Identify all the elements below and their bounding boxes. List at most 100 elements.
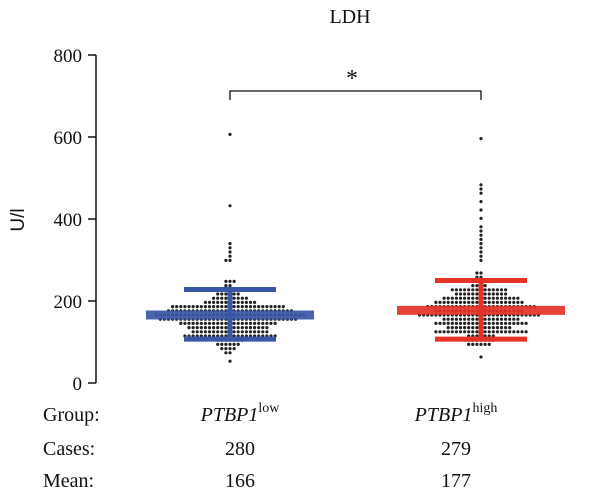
- data-point: [483, 300, 487, 304]
- data-point: [458, 321, 463, 325]
- data-point: [187, 305, 191, 309]
- data-point: [179, 321, 183, 325]
- data-point: [207, 305, 212, 309]
- data-point: [236, 330, 240, 334]
- data-point: [232, 305, 236, 309]
- data-point: [438, 321, 442, 325]
- data-point: [491, 330, 495, 334]
- group-high-superscript: high: [472, 401, 498, 416]
- data-point: [224, 351, 228, 355]
- data-point: [499, 292, 504, 296]
- data-point: [273, 321, 277, 325]
- y-tick-label: 600: [54, 128, 83, 149]
- data-point: [454, 326, 458, 330]
- data-point: [240, 330, 244, 334]
- data-point: [224, 296, 228, 300]
- data-point: [253, 321, 257, 325]
- data-point: [212, 326, 216, 330]
- data-point: [265, 305, 269, 309]
- data-point: [438, 300, 442, 304]
- data-point: [495, 288, 499, 292]
- data-point: [475, 296, 479, 300]
- cases-row-label: Cases:: [43, 438, 96, 460]
- data-point: [454, 292, 458, 296]
- data-point: [199, 326, 203, 330]
- data-point: [277, 305, 281, 309]
- data-point: [487, 300, 491, 304]
- data-point: [195, 305, 199, 309]
- data-point: [224, 321, 228, 325]
- data-point: [228, 246, 232, 250]
- ldh-chart: LDH U/l 0 200 400 600 800 *: [8, 6, 565, 395]
- data-point: [463, 326, 467, 330]
- data-point: [499, 317, 504, 321]
- data-point: [434, 330, 438, 334]
- data-point: [479, 246, 483, 250]
- data-point: [458, 288, 463, 292]
- data-point: [199, 321, 203, 325]
- data-point: [175, 305, 179, 309]
- data-point: [216, 342, 220, 346]
- y-tick-label: 0: [73, 374, 83, 395]
- data-point: [236, 300, 240, 304]
- data-point: [207, 326, 212, 330]
- data-point: [244, 300, 248, 304]
- data-point: [483, 326, 487, 330]
- data-point: [458, 296, 463, 300]
- data-point: [516, 296, 520, 300]
- data-point: [483, 284, 487, 288]
- data-point: [228, 242, 232, 246]
- data-point: [236, 296, 240, 300]
- data-point: [479, 355, 483, 359]
- data-point: [265, 321, 269, 325]
- data-point: [479, 233, 483, 237]
- data-point: [212, 300, 216, 304]
- data-point: [487, 342, 491, 346]
- data-point: [183, 321, 187, 325]
- data-point: [224, 292, 228, 296]
- data-point: [183, 305, 187, 309]
- data-point: [220, 305, 224, 309]
- y-tick-label: 400: [54, 210, 83, 231]
- y-axis: 0 200 400 600 800: [54, 46, 97, 395]
- data-point: [216, 296, 220, 300]
- data-point: [483, 296, 487, 300]
- data-point: [281, 305, 285, 309]
- data-point: [199, 330, 203, 334]
- data-point: [240, 321, 244, 325]
- data-point: [463, 317, 467, 321]
- data-point: [220, 292, 224, 296]
- group-high-name: PTBP1high: [356, 401, 556, 427]
- data-point: [479, 237, 483, 241]
- data-point: [504, 330, 508, 334]
- data-point: [240, 300, 244, 304]
- mean-sd-bars: [146, 278, 565, 342]
- chart-title: LDH: [329, 6, 370, 28]
- data-point: [203, 305, 207, 309]
- data-point: [491, 321, 495, 325]
- data-point: [261, 326, 265, 330]
- data-point: [487, 292, 491, 296]
- data-point: [458, 300, 463, 304]
- data-point: [471, 317, 475, 321]
- data-point: [228, 254, 232, 258]
- data-point: [467, 342, 471, 346]
- data-point: [520, 300, 524, 304]
- data-point: [257, 326, 261, 330]
- data-point: [504, 292, 508, 296]
- data-point: [248, 321, 253, 325]
- data-point: [508, 330, 512, 334]
- data-point: [191, 305, 195, 309]
- data-point: [487, 321, 491, 325]
- data-point: [203, 330, 207, 334]
- data-point: [232, 330, 236, 334]
- data-point: [495, 300, 499, 304]
- data-point: [450, 326, 454, 330]
- data-point: [253, 305, 257, 309]
- data-point: [479, 208, 483, 212]
- data-point: [442, 321, 446, 325]
- data-point: [471, 321, 475, 325]
- data-point: [467, 296, 471, 300]
- data-point: [479, 258, 483, 262]
- data-point: [467, 288, 471, 292]
